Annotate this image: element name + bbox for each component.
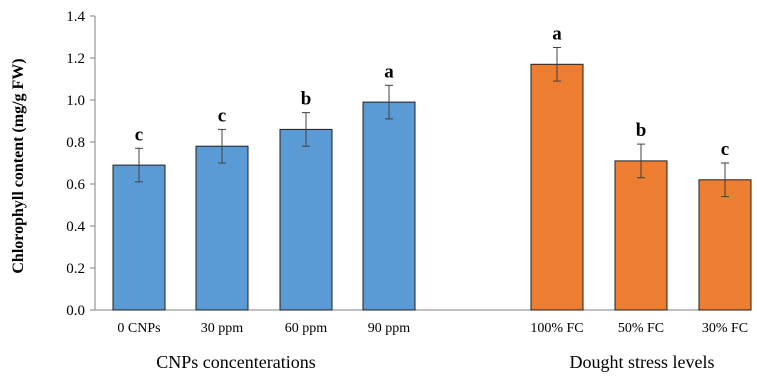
y-tick-label: 1.2 bbox=[66, 51, 85, 67]
y-tick-label: 0.8 bbox=[66, 135, 85, 151]
y-tick-label: 0.2 bbox=[66, 261, 85, 277]
bars bbox=[112, 47, 752, 311]
group-label: CNPs concenterations bbox=[156, 352, 315, 372]
bar bbox=[195, 145, 249, 311]
category-label: 90 ppm bbox=[368, 321, 411, 336]
significance-letter: a bbox=[384, 61, 394, 82]
significance-letter: b bbox=[301, 89, 312, 110]
category-label: 60 ppm bbox=[285, 321, 328, 336]
significance-letter: a bbox=[552, 24, 562, 45]
y-tick-label: 0.4 bbox=[66, 219, 85, 235]
bar bbox=[112, 164, 166, 311]
bar bbox=[530, 63, 584, 311]
y-tick-label: 0.0 bbox=[66, 303, 85, 319]
significance-letter: c bbox=[135, 124, 143, 145]
bar bbox=[614, 160, 668, 311]
significance-letter: c bbox=[721, 139, 729, 160]
bar bbox=[362, 101, 416, 311]
significance-letter: b bbox=[636, 120, 647, 141]
group-label: Dought stress levels bbox=[570, 352, 715, 372]
significance-letter: c bbox=[218, 105, 226, 126]
bar bbox=[698, 179, 752, 311]
bar bbox=[279, 128, 333, 311]
y-axis-title-group: Chlorophyll content (mg/g FW) bbox=[10, 58, 27, 273]
category-label: 50% FC bbox=[618, 321, 664, 336]
category-label: 100% FC bbox=[530, 321, 583, 336]
y-tick-label: 1.4 bbox=[66, 9, 85, 25]
category-label: 30 ppm bbox=[201, 321, 244, 336]
labels: 0.0 0.2 0.4 0.6 0.8 1.0 1.2 1.4 c 0 CNPs c 30 ppm b 6… bbox=[66, 9, 748, 372]
y-axis-title: Chlorophyll content (mg/g FW) bbox=[10, 58, 27, 273]
y-tick-label: 0.6 bbox=[66, 177, 85, 193]
y-tick-label: 1.0 bbox=[66, 93, 85, 109]
category-label: 30% FC bbox=[702, 321, 748, 336]
category-label: 0 CNPs bbox=[117, 321, 160, 336]
